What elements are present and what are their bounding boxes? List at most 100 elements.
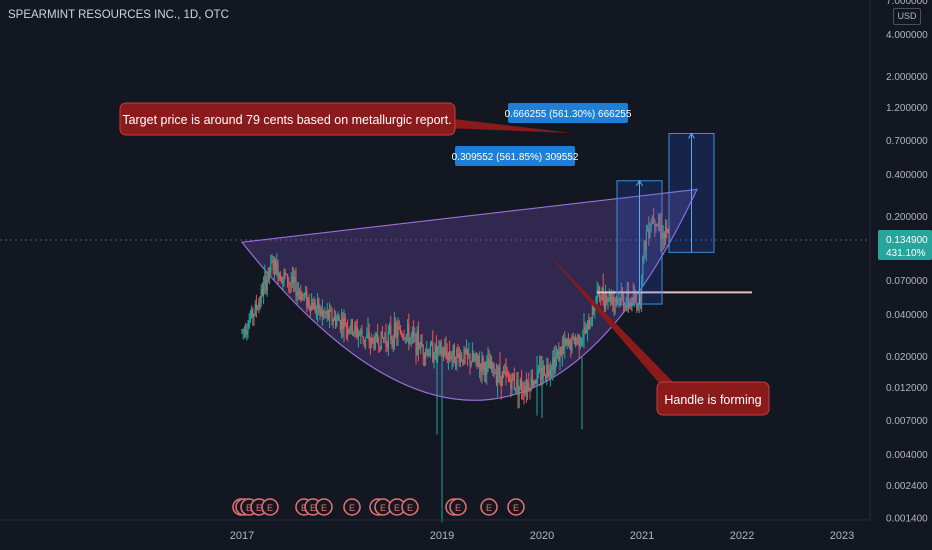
earnings-event-icon <box>401 498 419 516</box>
earnings-event-label: E <box>455 503 461 513</box>
candle-body <box>515 387 517 389</box>
candle-body <box>557 351 559 355</box>
y-axis: 7.000000 4.000000 2.000000 1.200000 0.700000… <box>869 0 932 525</box>
candle-body <box>373 340 375 349</box>
candle-body <box>287 274 289 283</box>
candle-body <box>456 348 458 366</box>
target-price-callout <box>119 102 456 136</box>
candle-body <box>461 355 463 360</box>
candle-body <box>653 217 655 220</box>
candle-body <box>392 339 394 348</box>
candle-body <box>362 336 364 341</box>
currency-badge[interactable]: USD <box>893 8 921 25</box>
candle-body <box>445 347 447 354</box>
candle-body <box>348 329 350 333</box>
candle-body <box>553 357 555 371</box>
candle-body <box>354 325 356 333</box>
candle-body <box>294 277 296 283</box>
y-tick-label: 0.700000 <box>886 136 928 147</box>
candle-body <box>381 331 383 338</box>
candle-body <box>428 354 430 357</box>
candle-body <box>443 351 445 356</box>
candle-body <box>462 359 464 364</box>
candle-body <box>342 318 344 330</box>
candle-body <box>324 312 326 314</box>
candle-body <box>326 310 328 315</box>
candle-body <box>293 276 295 283</box>
candle-body <box>437 347 439 354</box>
candle-body <box>524 386 526 395</box>
candle-body <box>330 309 332 311</box>
candle-body <box>299 291 301 294</box>
candle-body <box>620 294 622 304</box>
candle-body <box>639 295 641 303</box>
candle-body <box>601 287 603 301</box>
x-tick-label: 2022 <box>730 530 754 542</box>
x-tick-label: 2019 <box>430 530 454 542</box>
candle-body <box>339 320 341 330</box>
candle-body <box>329 309 331 319</box>
target-price-callout-text: Target price is around 79 cents based on… <box>122 113 451 127</box>
candle-body <box>558 351 560 362</box>
candle-body <box>513 380 515 389</box>
candle-body <box>529 389 531 391</box>
candle-body <box>336 319 338 326</box>
candle-body <box>385 336 387 343</box>
candle-body <box>393 322 395 348</box>
candle-body <box>579 345 581 347</box>
candle-body <box>595 299 597 307</box>
candle-body <box>332 320 334 322</box>
candle-body <box>375 334 377 336</box>
candle-body <box>283 272 285 277</box>
candle-body <box>422 345 424 355</box>
candle-body <box>432 343 434 362</box>
candle-body <box>271 260 273 262</box>
candle-body <box>565 339 567 346</box>
y-tick-label: 7.000000 <box>886 0 928 7</box>
candle-body <box>494 373 496 375</box>
candle-body <box>554 357 556 371</box>
candle-body <box>510 380 512 389</box>
cup-pattern <box>240 188 699 401</box>
candle-body <box>242 329 244 331</box>
candle-body <box>361 330 363 337</box>
candle-body <box>337 317 339 320</box>
candle-body <box>423 354 425 359</box>
earnings-event-label: E <box>256 503 262 513</box>
candle-body <box>273 259 275 270</box>
candle-body <box>624 306 626 308</box>
candle-body <box>291 276 293 284</box>
measure-arrow-head <box>688 132 695 139</box>
measure-label: 0.666255 (561.30%) 666255 <box>505 109 632 120</box>
candle-body <box>426 349 428 352</box>
candle-body <box>254 304 256 315</box>
candle-body <box>458 353 460 363</box>
candle-body <box>643 241 645 257</box>
candle-body <box>527 382 529 392</box>
candle-body <box>241 330 243 332</box>
candle-body <box>637 305 639 310</box>
measure-label: 0.309552 (561.85%) 309552 <box>452 152 579 163</box>
candle-body <box>602 287 604 300</box>
candle-body <box>306 291 308 307</box>
candle-body <box>427 349 429 357</box>
earnings-event-label: E <box>394 503 400 513</box>
cup-shape <box>240 188 699 401</box>
candle-body <box>486 361 488 375</box>
candle-body <box>347 327 349 333</box>
candle-body <box>507 375 509 379</box>
candle-body <box>308 298 310 306</box>
candle-body <box>474 358 476 361</box>
candle-body <box>371 338 373 344</box>
candle-body <box>626 289 628 303</box>
candle-body <box>663 232 665 238</box>
candle-body <box>399 329 401 334</box>
candle-body <box>276 262 278 275</box>
candle-body <box>285 274 287 276</box>
candle-body <box>350 319 352 331</box>
candle-body <box>614 299 616 301</box>
candle-body <box>636 301 638 310</box>
candle-body <box>475 353 477 359</box>
candle-body <box>542 366 544 378</box>
